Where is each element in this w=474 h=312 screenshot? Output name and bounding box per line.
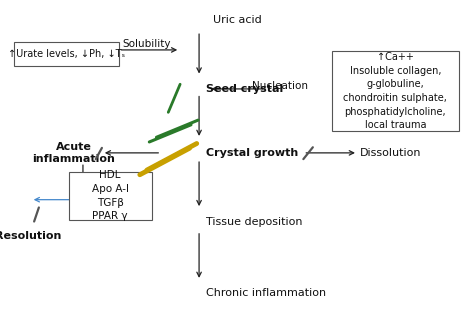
Text: ↑Ca++
Insoluble collagen,
g-globuline,
chondroitin sulphate,
phosphatidylcholine: ↑Ca++ Insoluble collagen, g-globuline, c… — [343, 52, 447, 130]
Text: Uric acid: Uric acid — [213, 15, 261, 25]
FancyBboxPatch shape — [332, 51, 459, 131]
FancyBboxPatch shape — [14, 42, 118, 66]
Text: Tissue deposition: Tissue deposition — [206, 217, 303, 227]
Text: Chronic inflammation: Chronic inflammation — [206, 288, 326, 298]
FancyBboxPatch shape — [69, 172, 152, 220]
Text: Acute
inflammation: Acute inflammation — [32, 142, 115, 164]
Text: Dissolution: Dissolution — [360, 148, 422, 158]
Text: Resolution: Resolution — [0, 231, 62, 241]
Text: HDL
Apo A-I
TGFβ
PPAR γ: HDL Apo A-I TGFβ PPAR γ — [91, 170, 129, 221]
Text: Solubility: Solubility — [123, 39, 171, 49]
Text: Crystal growth: Crystal growth — [206, 148, 299, 158]
Text: Nucleation: Nucleation — [252, 81, 308, 91]
Text: Seed crystal: Seed crystal — [206, 84, 283, 94]
Text: ↑Urate levels, ↓Ph, ↓Tₛ: ↑Urate levels, ↓Ph, ↓Tₛ — [8, 49, 125, 59]
